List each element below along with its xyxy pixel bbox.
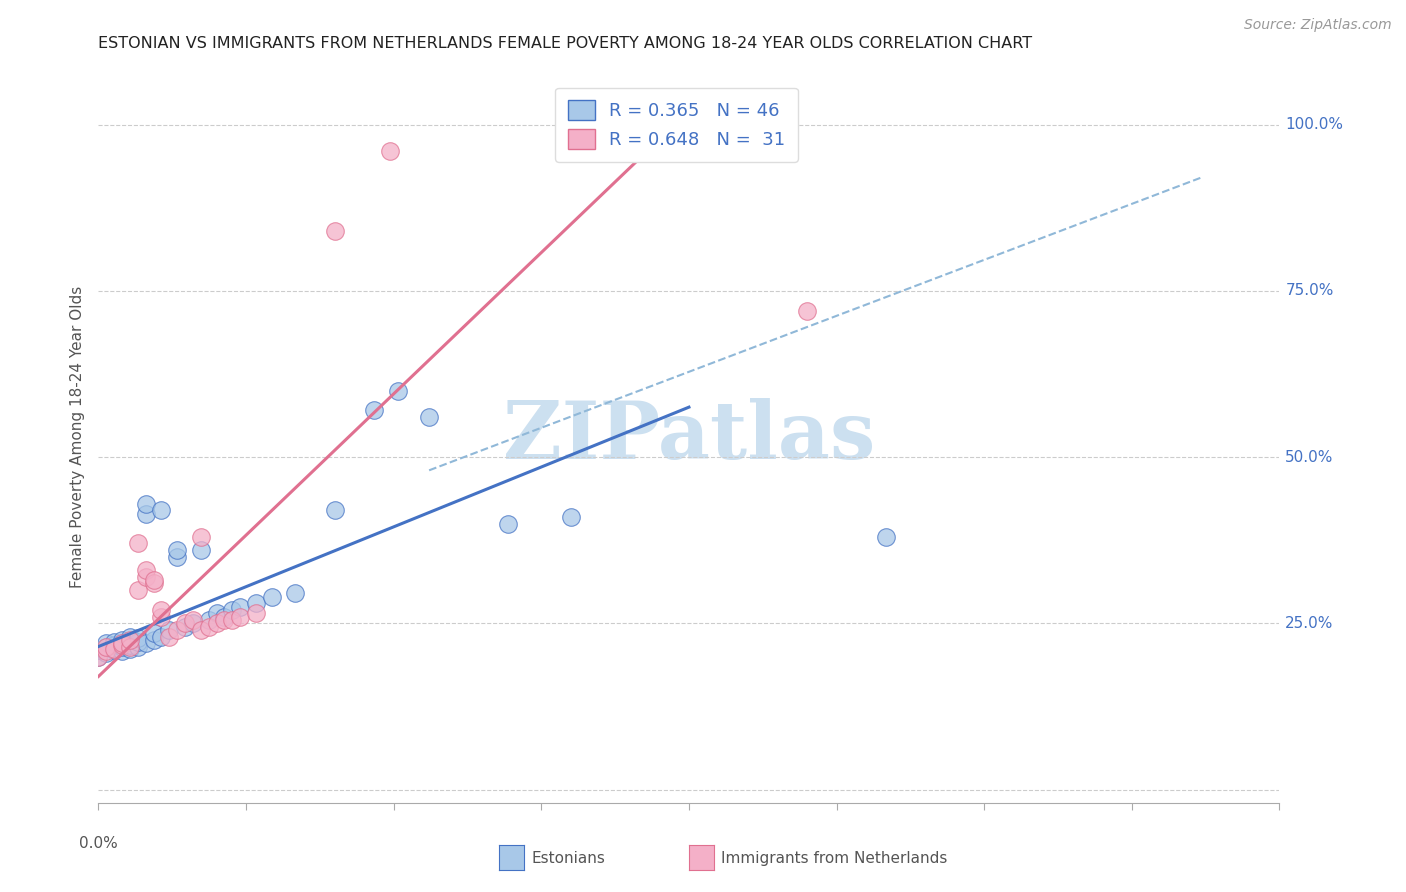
Point — [363, 403, 385, 417]
Text: 25.0%: 25.0% — [1285, 615, 1334, 631]
Point — [96, 640, 118, 654]
Point — [323, 503, 346, 517]
Point — [560, 509, 582, 524]
Point — [166, 543, 188, 558]
Text: Source: ZipAtlas.com: Source: ZipAtlas.com — [1244, 18, 1392, 32]
Point — [245, 596, 267, 610]
Text: 0.0%: 0.0% — [79, 836, 118, 851]
Text: Estonians: Estonians — [531, 851, 606, 865]
Point — [111, 638, 134, 652]
Point — [127, 582, 149, 597]
Y-axis label: Female Poverty Among 18-24 Year Olds: Female Poverty Among 18-24 Year Olds — [69, 286, 84, 588]
Point — [197, 619, 219, 633]
Point — [796, 303, 818, 318]
Point — [103, 641, 125, 656]
Point — [96, 636, 118, 650]
Point — [150, 603, 173, 617]
Legend: R = 0.365   N = 46, R = 0.648   N =  31: R = 0.365 N = 46, R = 0.648 N = 31 — [555, 87, 799, 161]
Point — [127, 631, 149, 645]
Point — [118, 641, 141, 656]
Point — [127, 635, 149, 649]
Point — [135, 497, 157, 511]
Point — [135, 570, 157, 584]
Point — [166, 623, 188, 637]
Point — [214, 609, 236, 624]
Point — [96, 644, 118, 658]
Point — [111, 632, 134, 647]
Point — [197, 613, 219, 627]
Point — [87, 643, 110, 657]
Point — [150, 503, 173, 517]
Point — [190, 530, 212, 544]
Point — [87, 649, 110, 664]
Point — [103, 643, 125, 657]
Point — [118, 638, 141, 652]
Point — [205, 607, 228, 621]
Point — [229, 609, 252, 624]
Text: 75.0%: 75.0% — [1285, 284, 1334, 298]
Point — [103, 635, 125, 649]
Point — [157, 623, 180, 637]
Point — [221, 603, 243, 617]
Text: Immigrants from Netherlands: Immigrants from Netherlands — [721, 851, 948, 865]
Point — [135, 563, 157, 577]
Point — [135, 507, 157, 521]
Point — [103, 638, 125, 652]
Text: ESTONIAN VS IMMIGRANTS FROM NETHERLANDS FEMALE POVERTY AMONG 18-24 YEAR OLDS COR: ESTONIAN VS IMMIGRANTS FROM NETHERLANDS … — [98, 36, 1032, 51]
Point — [87, 649, 110, 664]
Text: 100.0%: 100.0% — [1285, 117, 1343, 132]
Point — [166, 549, 188, 564]
Point — [284, 586, 307, 600]
Point — [142, 576, 165, 591]
Point — [96, 646, 118, 660]
Point — [118, 630, 141, 644]
Text: ZIPatlas: ZIPatlas — [503, 398, 875, 476]
Point — [142, 626, 165, 640]
Point — [174, 619, 197, 633]
Point — [150, 630, 173, 644]
Point — [174, 616, 197, 631]
Point — [190, 623, 212, 637]
Point — [323, 224, 346, 238]
Point — [229, 599, 252, 614]
Point — [875, 530, 897, 544]
Point — [127, 640, 149, 654]
Point — [221, 613, 243, 627]
Point — [181, 613, 204, 627]
Text: 50.0%: 50.0% — [1285, 450, 1334, 465]
Point — [214, 613, 236, 627]
Point — [418, 410, 440, 425]
Point — [96, 640, 118, 654]
Point — [142, 573, 165, 587]
Point — [111, 640, 134, 654]
Point — [260, 590, 283, 604]
Point — [111, 636, 134, 650]
Point — [378, 144, 401, 158]
Point — [127, 536, 149, 550]
Point — [190, 543, 212, 558]
Point — [181, 616, 204, 631]
Point — [111, 644, 134, 658]
Point — [205, 616, 228, 631]
Point — [387, 384, 409, 398]
Point — [111, 636, 134, 650]
Point — [245, 607, 267, 621]
Point — [135, 636, 157, 650]
Point — [118, 640, 141, 654]
Point — [142, 632, 165, 647]
Point — [496, 516, 519, 531]
Point — [118, 632, 141, 647]
Point — [157, 630, 180, 644]
Point — [150, 609, 173, 624]
